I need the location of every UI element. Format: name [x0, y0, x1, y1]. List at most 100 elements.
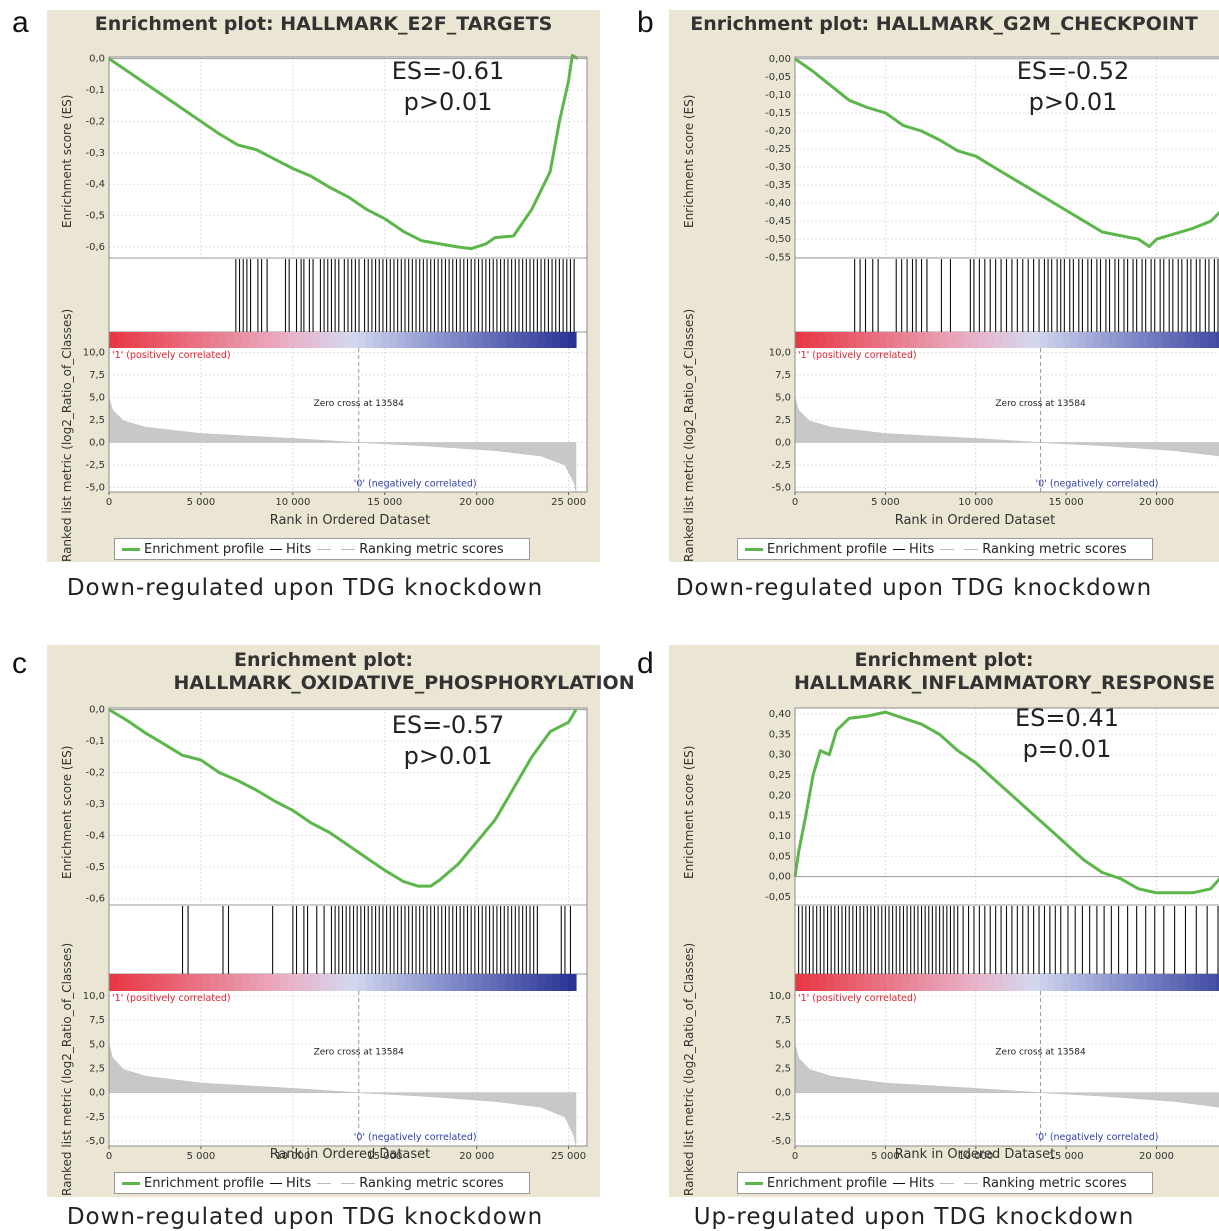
ranking-color-band	[1032, 974, 1041, 991]
legend-metric: Ranking metric scores	[339, 1176, 504, 1191]
ranking-color-band	[210, 974, 219, 991]
es-tick-label: -0,1	[85, 85, 105, 96]
p-value: p>0.01	[1028, 88, 1118, 116]
ranking-color-band	[389, 974, 398, 991]
ranking-color-band	[116, 332, 126, 348]
x-tick-label: 10 000	[958, 1151, 993, 1162]
ranking-color-band	[513, 332, 523, 348]
ranking-color-band	[272, 974, 281, 991]
ranking-color-band	[1024, 332, 1033, 348]
ranking-color-band	[334, 332, 344, 348]
ranking-color-band	[179, 974, 188, 991]
ranking-color-band	[342, 974, 351, 991]
ranking-color-band	[210, 332, 219, 348]
ranking-color-band	[1062, 332, 1072, 348]
ranking-color-band	[1093, 974, 1102, 991]
ranking-color-band	[963, 332, 972, 348]
ranking-color-band	[1139, 332, 1148, 348]
ranking-color-band	[902, 332, 911, 348]
ranking-color-band	[109, 332, 118, 348]
ranking-color-band	[474, 974, 484, 991]
ranking-color-band	[529, 974, 538, 991]
es-value: ES=0.41	[1015, 704, 1119, 732]
metric-tick-label: -5,0	[771, 483, 791, 494]
ranking-color-band	[186, 974, 196, 991]
ranking-color-band	[1131, 332, 1140, 348]
ranking-color-band	[986, 332, 995, 348]
ranking-color-band	[225, 332, 235, 348]
ranking-color-band	[443, 332, 453, 348]
enrichment-profile-line	[108, 53, 579, 251]
ranking-color-band	[326, 974, 336, 991]
ranking-color-band	[124, 332, 133, 348]
es-tick-label: 0,0	[89, 705, 105, 716]
plot-title: Enrichment plot: HALLMARK_E2F_TARGETS	[94, 13, 553, 35]
plot-title: Enrichment plot: HALLMARK_INFLAMMATORY_R…	[669, 649, 1219, 695]
enrichment-profile-line	[108, 708, 578, 888]
metric-tick-label: 0,0	[775, 1088, 791, 1099]
ranking-color-band	[498, 974, 507, 991]
legend-hits: Hits	[891, 542, 958, 557]
ranking-color-band	[986, 974, 995, 991]
ranking-color-band	[871, 974, 880, 991]
ranking-color-band	[879, 332, 888, 348]
ranking-color-band	[163, 974, 172, 991]
es-tick-label: 0,10	[769, 831, 791, 842]
ranking-color-band	[1001, 974, 1010, 991]
ranking-color-band	[521, 974, 530, 991]
es-tick-label: 0,20	[769, 790, 791, 801]
ranking-color-band	[1147, 332, 1156, 348]
ranking-color-band	[521, 332, 530, 348]
ranking-color-band	[249, 332, 258, 348]
ranking-color-band	[1070, 332, 1079, 348]
negative-label: '0' (negatively correlated)	[354, 1132, 477, 1143]
ranking-color-band	[917, 974, 926, 991]
positive-label: '1' (positively correlated)	[112, 993, 231, 1004]
ranking-color-band	[1024, 974, 1033, 991]
enrichment-profile-line	[793, 710, 1219, 895]
ranking-color-band	[1108, 974, 1118, 991]
x-tick-label: 10 000	[275, 1151, 310, 1162]
ranking-color-band	[1200, 332, 1209, 348]
gsea-chart: 0,400,350,300,250,200,150,100,050,00-0,0…	[765, 707, 1219, 1162]
ranking-color-band	[412, 332, 421, 348]
metric-tick-label: 5,0	[89, 393, 105, 404]
metric-tick-label: 10,0	[769, 991, 791, 1002]
x-axis-label: Rank in Ordered Dataset	[894, 513, 1056, 528]
ranking-metric-area	[794, 1044, 1219, 1108]
ranking-color-band	[451, 332, 460, 348]
ranking-color-band	[1185, 974, 1194, 991]
metric-tick-label: 7,5	[89, 370, 105, 381]
x-tick-label: 0	[792, 497, 798, 508]
ranking-color-band	[1147, 974, 1156, 991]
ranking-color-band	[233, 332, 242, 348]
ranking-color-band	[1108, 332, 1118, 348]
ranking-color-band	[1016, 332, 1026, 348]
metric-ylabel: Ranked list metric (log2_Ratio_of_Classe…	[60, 942, 74, 1196]
metric-tick-label: -2,5	[85, 1112, 105, 1123]
metric-tick-label: 5,0	[775, 393, 791, 404]
legend-hits: Hits	[268, 1176, 335, 1191]
es-tick-label: -0,6	[85, 242, 105, 253]
metric-tick-label: 10,0	[83, 991, 105, 1002]
ranking-color-band	[435, 974, 445, 991]
legend-hits: Hits	[891, 1176, 958, 1191]
ranking-color-band	[909, 974, 919, 991]
ranking-color-band	[443, 974, 453, 991]
ranking-color-band	[1208, 974, 1217, 991]
ranking-color-band	[217, 332, 227, 348]
es-tick-label: -0,05	[765, 892, 791, 903]
es-tick-label: -0,1	[85, 736, 105, 747]
ranking-color-band	[1001, 332, 1010, 348]
ranking-color-band	[795, 974, 804, 991]
ranking-color-band	[840, 974, 850, 991]
x-tick-label: 20 000	[459, 497, 494, 508]
ranking-color-band	[505, 974, 515, 991]
ranking-color-band	[1093, 332, 1102, 348]
ranking-color-band	[179, 332, 188, 348]
legend-profile: Enrichment profile	[743, 542, 887, 557]
es-value: ES=-0.57	[391, 711, 505, 739]
x-tick-label: 10 000	[275, 497, 310, 508]
ranking-color-band	[124, 974, 133, 991]
zero-cross-label: Zero cross at 13584	[995, 399, 1086, 409]
